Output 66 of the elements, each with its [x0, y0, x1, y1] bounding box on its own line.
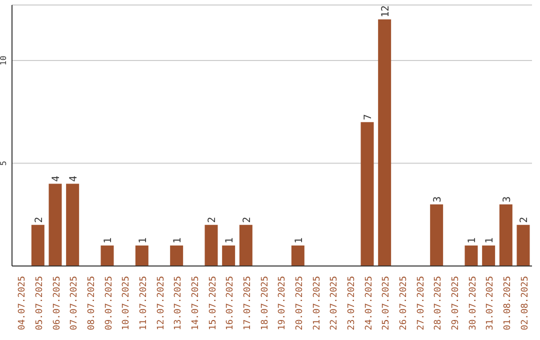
x-tick-label: 09.07.2025: [104, 276, 114, 330]
bar: [464, 245, 478, 266]
x-tick-label: 01.08.2025: [503, 276, 513, 330]
x-tick-label: 10.07.2025: [122, 276, 132, 330]
bar: [66, 184, 80, 266]
bar: [222, 245, 236, 266]
data-label: 4: [68, 176, 80, 182]
x-tick-label: 28.07.2025: [434, 276, 444, 330]
x-tick-label: 22.07.2025: [330, 276, 340, 330]
data-label: 12: [380, 5, 392, 18]
x-tick-label: 26.07.2025: [399, 276, 409, 330]
bar: [360, 122, 374, 266]
bar: [100, 245, 114, 266]
x-tick-label: 24.07.2025: [364, 276, 374, 330]
x-tick-label: 23.07.2025: [347, 276, 357, 330]
data-label: 2: [519, 216, 530, 223]
x-tick-label: 30.07.2025: [468, 276, 478, 330]
data-label: 3: [432, 196, 444, 202]
data-label: 1: [138, 237, 149, 244]
bar: [499, 204, 512, 266]
x-tick-label: 25.07.2025: [382, 276, 392, 330]
data-label: 1: [172, 237, 184, 244]
x-tick-label: 06.07.2025: [52, 276, 62, 330]
data-label: 1: [294, 237, 305, 244]
x-tick-label: 04.07.2025: [18, 276, 28, 330]
bar: [31, 224, 44, 266]
data-label: 2: [34, 216, 45, 223]
x-tick-label: 12.07.2025: [156, 276, 166, 330]
data-label: 4: [51, 176, 62, 182]
bar: [516, 224, 530, 266]
x-tick-label: 19.07.2025: [278, 276, 288, 330]
x-tick-label: 11.07.2025: [139, 276, 149, 330]
x-tick-label: 18.07.2025: [260, 276, 270, 330]
x-tick-label: 31.07.2025: [486, 276, 496, 330]
x-tick-label: 07.07.2025: [70, 276, 80, 330]
data-label: 2: [207, 216, 218, 223]
bar: [135, 245, 148, 266]
bar: [430, 204, 444, 266]
x-tick-label: 17.07.2025: [243, 276, 253, 330]
bar: [378, 19, 392, 266]
y-tick-label: 5: [0, 160, 8, 166]
x-tick-label: 13.07.2025: [174, 276, 184, 330]
data-label: 3: [502, 196, 513, 202]
data-label: 1: [484, 237, 496, 244]
bar: [482, 245, 496, 266]
x-tick-label: 15.07.2025: [208, 276, 218, 330]
bar: [239, 224, 252, 266]
y-tick-label: 10: [0, 55, 8, 66]
x-tick-label: 27.07.2025: [416, 276, 426, 330]
x-tick-label: 08.07.2025: [87, 276, 97, 330]
data-label: 1: [224, 237, 236, 244]
data-label: 1: [467, 237, 478, 244]
bar: [170, 245, 184, 266]
x-tick-label: 05.07.2025: [35, 276, 45, 330]
bar: [291, 245, 304, 266]
x-tick-label: 02.08.2025: [520, 276, 530, 330]
x-tick-label: 21.07.2025: [312, 276, 322, 330]
x-tick-label: 16.07.2025: [226, 276, 236, 330]
data-label: 1: [103, 237, 114, 244]
x-tick-label: 29.07.2025: [451, 276, 461, 330]
x-tick-label: 20.07.2025: [295, 276, 305, 330]
bar: [48, 184, 62, 266]
bar: [204, 224, 218, 266]
x-tick-label: 14.07.2025: [191, 276, 201, 330]
data-label: 2: [242, 216, 253, 223]
data-label: 7: [363, 114, 374, 120]
